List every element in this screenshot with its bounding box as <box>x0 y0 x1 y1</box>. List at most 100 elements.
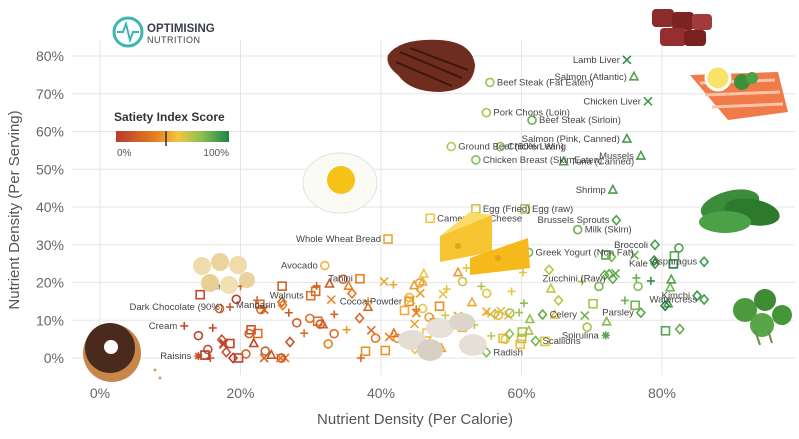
point-label: Radish <box>493 347 523 358</box>
data-point <box>588 298 598 309</box>
donut-illustration <box>83 323 162 382</box>
labeled-point <box>601 331 610 340</box>
data-point <box>630 300 640 311</box>
data-point <box>362 301 374 312</box>
data-point <box>415 288 425 298</box>
data-point <box>330 310 339 319</box>
data-point <box>665 273 677 284</box>
data-point <box>323 339 334 349</box>
labeled-point <box>699 256 710 268</box>
macadamia-illustration <box>193 253 255 294</box>
data-point <box>519 299 528 308</box>
point-label: Walnuts <box>270 291 304 302</box>
data-point <box>388 327 400 338</box>
legend-max-label: 100% <box>203 148 229 159</box>
data-point <box>206 354 215 362</box>
data-point <box>380 345 391 356</box>
data-point <box>524 313 536 324</box>
data-point <box>515 308 524 317</box>
labeled-point <box>622 55 632 65</box>
data-point <box>633 281 643 292</box>
data-point <box>221 346 232 358</box>
data-point <box>414 278 425 288</box>
data-point <box>315 319 326 330</box>
data-point <box>457 276 468 287</box>
point-label: Scallions <box>543 336 581 347</box>
data-point <box>452 266 464 277</box>
data-point <box>481 307 491 317</box>
point-label: Chicken Breast (Skin Eaten) <box>483 155 602 166</box>
x-tick-labels: 0% 20% 40% 60% 80% <box>90 385 676 401</box>
point-label: Parsley <box>602 308 634 319</box>
point-label: Chicken Liver <box>583 96 641 107</box>
data-point <box>577 277 586 286</box>
data-point <box>660 325 671 336</box>
point-label: Lamb Liver <box>573 55 620 66</box>
data-point <box>438 289 448 299</box>
cheese-illustration <box>440 212 530 275</box>
x-tick-label: 0% <box>90 385 110 401</box>
data-point <box>515 339 525 350</box>
x-tick-label: 40% <box>367 385 395 401</box>
point-label: Zucchini (Raw) <box>542 274 605 285</box>
point-label: Cocoa Powder <box>340 296 402 307</box>
data-point <box>275 353 286 363</box>
x-axis-title: Nutrient Density (Per Calorie) <box>317 411 513 428</box>
point-label: Mandarin <box>236 300 276 311</box>
labeled-point <box>635 149 647 160</box>
data-point <box>417 303 428 314</box>
point-label: Whole Wheat Bread <box>296 234 381 245</box>
data-point <box>649 254 660 267</box>
data-point <box>601 315 612 326</box>
labeled-point <box>495 141 506 152</box>
legend-min-label: 0% <box>117 148 132 159</box>
labeled-point <box>520 204 530 214</box>
labeled-point <box>572 224 583 235</box>
point-label: Brussels Sprouts <box>538 215 610 226</box>
data-point <box>517 327 528 337</box>
data-point <box>305 313 315 324</box>
data-point <box>195 289 205 300</box>
data-point <box>496 306 506 316</box>
brand-name-line1: OPTIMISING <box>147 23 215 35</box>
data-point <box>200 350 210 360</box>
legend-gradient-bar <box>116 131 229 142</box>
labeled-point <box>194 352 203 361</box>
data-point <box>203 344 213 355</box>
data-point <box>442 285 451 294</box>
y-tick-label: 20% <box>36 275 64 291</box>
labeled-point <box>485 77 495 88</box>
point-label: Salmon (Atlantic) <box>555 72 627 83</box>
point-label: Avocado <box>281 261 318 272</box>
point-label: Kale <box>629 259 648 270</box>
data-point <box>540 336 550 347</box>
data-point <box>409 319 420 329</box>
labeled-point <box>649 239 661 251</box>
labeled-point <box>383 234 393 244</box>
data-point <box>412 305 421 314</box>
y-tick-label: 0% <box>44 350 64 366</box>
data-point <box>434 301 445 312</box>
data-point <box>553 294 564 307</box>
data-point <box>208 323 217 332</box>
labeled-point <box>699 293 710 306</box>
spinach-illustration <box>699 189 780 233</box>
data-point <box>343 280 354 291</box>
brand-logo-icon <box>112 16 144 48</box>
data-point <box>462 263 471 272</box>
point-label: Celery <box>550 310 578 321</box>
data-point <box>225 338 235 349</box>
labeled-point <box>692 290 703 302</box>
data-point <box>606 251 617 263</box>
data-point <box>379 276 389 287</box>
labeled-point <box>643 96 653 106</box>
brand-logo: OPTIMISING NUTRITION <box>112 16 215 48</box>
watercress-illustration <box>733 289 792 346</box>
data-point <box>580 311 590 321</box>
data-point <box>504 328 515 340</box>
data-point <box>364 297 373 306</box>
liver-illustration <box>652 9 712 46</box>
data-point <box>418 267 430 278</box>
data-point <box>674 323 685 335</box>
y-tick-label: 50% <box>36 161 64 177</box>
